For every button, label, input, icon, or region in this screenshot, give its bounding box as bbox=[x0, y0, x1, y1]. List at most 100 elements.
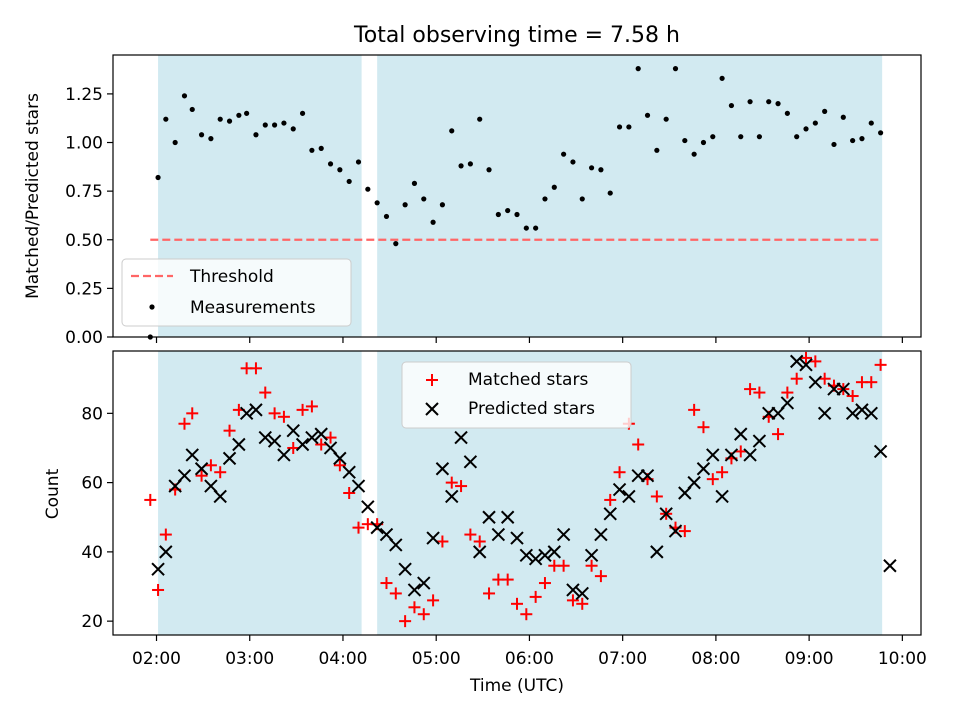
matched-point bbox=[436, 535, 449, 548]
matched-point bbox=[585, 559, 598, 572]
matched-point bbox=[152, 583, 165, 596]
predicted-point bbox=[696, 462, 711, 476]
measurement-point bbox=[822, 108, 828, 114]
observing-window-band bbox=[158, 351, 362, 635]
predicted-point bbox=[752, 434, 767, 448]
measurement-point bbox=[719, 75, 725, 81]
predicted-point bbox=[295, 437, 310, 452]
predicted-point bbox=[510, 531, 524, 545]
measurement-point bbox=[850, 137, 856, 144]
measurement-point bbox=[728, 102, 735, 109]
predicted-point bbox=[407, 583, 422, 597]
matched-point bbox=[186, 407, 199, 420]
measurement-point bbox=[272, 122, 278, 128]
x-tick-label: 02:00 bbox=[132, 649, 181, 669]
measurement-point bbox=[262, 122, 268, 128]
predicted-point bbox=[706, 448, 720, 462]
x-tick-label: 05:00 bbox=[412, 649, 461, 669]
matched-point bbox=[223, 424, 236, 437]
measurement-point bbox=[383, 213, 390, 220]
measurement-point bbox=[812, 120, 818, 126]
measurement-point bbox=[393, 241, 399, 247]
predicted-point bbox=[232, 437, 246, 452]
predicted-point bbox=[151, 562, 165, 576]
matched-point bbox=[697, 421, 710, 434]
matched-point bbox=[159, 528, 172, 541]
count-ylabel: Count bbox=[43, 468, 63, 519]
plot-frame bbox=[112, 350, 922, 636]
matched-point bbox=[214, 466, 227, 479]
measurement-point bbox=[411, 180, 418, 186]
measurement-point bbox=[533, 225, 539, 231]
predicted-point bbox=[659, 507, 673, 521]
matched-point bbox=[744, 383, 757, 396]
matched-point bbox=[195, 469, 208, 482]
measurement-point bbox=[198, 132, 205, 138]
matched-point bbox=[296, 403, 309, 416]
x-tick-label: 08:00 bbox=[691, 649, 740, 669]
predicted-point bbox=[808, 375, 823, 389]
measurement-point bbox=[163, 116, 169, 122]
measurement-point bbox=[766, 99, 772, 105]
matched-point bbox=[650, 490, 663, 503]
ratio-axes: 0.00 0.25 0.50 0.75 1.00 1.25 bbox=[65, 54, 922, 348]
matched-point bbox=[818, 372, 831, 385]
measurement-point bbox=[236, 112, 242, 118]
matched-point bbox=[464, 528, 477, 541]
matched-point bbox=[753, 386, 766, 399]
predicted-point bbox=[333, 451, 347, 466]
matched-point bbox=[408, 601, 421, 614]
predicted-point bbox=[177, 468, 192, 483]
measurement-point bbox=[299, 110, 306, 116]
measurement-point bbox=[337, 167, 343, 173]
matched-point bbox=[380, 577, 393, 590]
predicted-point bbox=[780, 396, 795, 410]
x-tick-label: 04:00 bbox=[318, 649, 367, 669]
measurement-point bbox=[644, 112, 651, 118]
plot-frame bbox=[112, 54, 922, 338]
matched-point bbox=[529, 590, 542, 603]
observing-window-band bbox=[377, 55, 883, 337]
observing-windows bbox=[158, 55, 883, 337]
x-tick-label: 07:00 bbox=[598, 649, 647, 669]
measurement-point bbox=[181, 93, 188, 99]
matched-point bbox=[865, 376, 878, 389]
measurement-point bbox=[189, 106, 195, 113]
predicted-legend-label: Predicted stars bbox=[468, 399, 595, 419]
measurement-point bbox=[868, 120, 874, 126]
matched-point bbox=[688, 403, 701, 416]
predicted-point bbox=[305, 430, 319, 445]
measurement-point bbox=[155, 174, 161, 181]
predicted-point bbox=[351, 479, 366, 493]
matched-point bbox=[678, 525, 691, 538]
measurement-point bbox=[672, 66, 679, 72]
count-legend: Matched stars Predicted stars bbox=[401, 361, 632, 429]
predicted-point bbox=[538, 548, 552, 563]
matched-point bbox=[576, 597, 589, 610]
y-tick-label: 1.25 bbox=[65, 85, 103, 105]
measurement-point bbox=[421, 196, 427, 202]
matched-point bbox=[632, 438, 645, 451]
matched-point bbox=[287, 441, 300, 454]
measurement-point bbox=[374, 200, 380, 206]
measurement-point bbox=[747, 99, 753, 105]
predicted-point bbox=[500, 510, 515, 524]
matched-point bbox=[566, 594, 579, 607]
predicted-point bbox=[398, 562, 412, 576]
predicted-point bbox=[640, 468, 655, 483]
measurement-point bbox=[831, 141, 837, 148]
measurement-point bbox=[439, 202, 446, 208]
measurement-point bbox=[859, 136, 865, 142]
matched-point bbox=[781, 386, 794, 399]
predicted-point bbox=[286, 423, 300, 438]
matched-point bbox=[557, 559, 570, 572]
predicted-point bbox=[789, 354, 804, 369]
measurement-point bbox=[700, 139, 707, 146]
predicted-point bbox=[864, 406, 878, 421]
matched-point bbox=[259, 386, 272, 399]
matched-legend-marker bbox=[426, 374, 438, 386]
y-tick-label: 60 bbox=[81, 474, 103, 494]
count-axes: 20 40 60 80 bbox=[81, 350, 922, 641]
x-tick-label: 03:00 bbox=[225, 649, 274, 669]
y-tick-label: 1.00 bbox=[65, 134, 103, 154]
